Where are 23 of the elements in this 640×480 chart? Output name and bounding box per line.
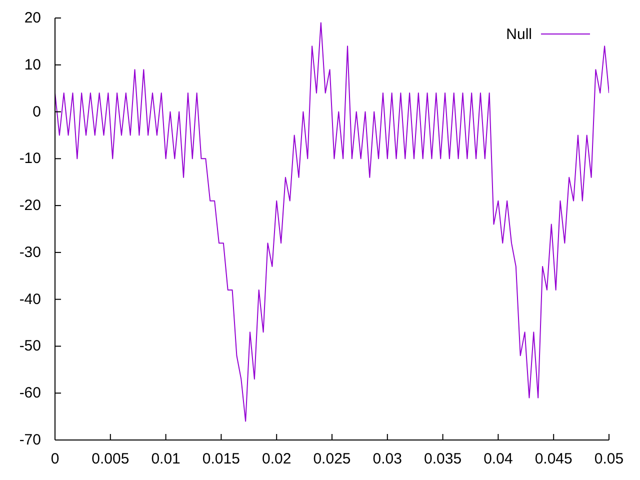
x-tick-label: 0.04 — [484, 450, 513, 468]
y-tick-label: -70 — [19, 432, 41, 448]
x-tick-label: 0.01 — [151, 450, 180, 468]
y-tick-label: -40 — [19, 290, 41, 308]
x-tick-label: 0.025 — [313, 450, 351, 468]
y-tick-label: -60 — [19, 384, 41, 402]
x-tick-label: 0.035 — [424, 450, 462, 468]
y-tick-label: -10 — [19, 150, 41, 168]
line-series — [55, 22, 609, 422]
x-tick-label: 0 — [50, 450, 60, 468]
y-tick-label: -20 — [19, 197, 41, 214]
x-tick-label: 0.045 — [534, 450, 572, 468]
y-tick-label: 20 — [24, 10, 41, 26]
y-tick-label: 10 — [24, 56, 41, 74]
x-tick-label: 0.05 — [594, 450, 624, 468]
y-tick-label: -50 — [19, 338, 41, 355]
x-tick-label: 0.015 — [202, 450, 240, 468]
x-tick-label: 0.005 — [92, 450, 130, 468]
x-tick-label: 0.03 — [372, 450, 402, 468]
y-tick-label: 0 — [32, 103, 41, 120]
x-tick-label: 0.02 — [262, 450, 292, 468]
legend-label: Null — [506, 26, 532, 42]
y-tick-label: -30 — [19, 244, 41, 261]
